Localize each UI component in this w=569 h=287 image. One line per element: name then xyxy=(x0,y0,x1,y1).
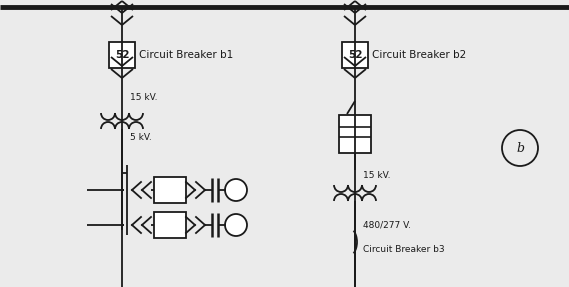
Circle shape xyxy=(225,179,247,201)
Bar xyxy=(109,42,135,68)
Text: 480/277 V.: 480/277 V. xyxy=(363,220,411,230)
Bar xyxy=(154,212,186,238)
Circle shape xyxy=(225,214,247,236)
Bar xyxy=(339,115,371,153)
Text: Circuit Breaker b2: Circuit Breaker b2 xyxy=(372,50,466,60)
Bar xyxy=(154,177,186,203)
Text: 15 kV.: 15 kV. xyxy=(363,170,390,179)
Text: b: b xyxy=(516,141,524,154)
Text: Circuit Breaker b3: Circuit Breaker b3 xyxy=(363,245,444,255)
Text: 52: 52 xyxy=(115,50,129,60)
Text: 15 kV.: 15 kV. xyxy=(130,92,158,102)
Text: 5 kV.: 5 kV. xyxy=(130,133,152,141)
Text: Circuit Breaker b1: Circuit Breaker b1 xyxy=(139,50,233,60)
Bar xyxy=(342,42,368,68)
Text: 52: 52 xyxy=(348,50,362,60)
